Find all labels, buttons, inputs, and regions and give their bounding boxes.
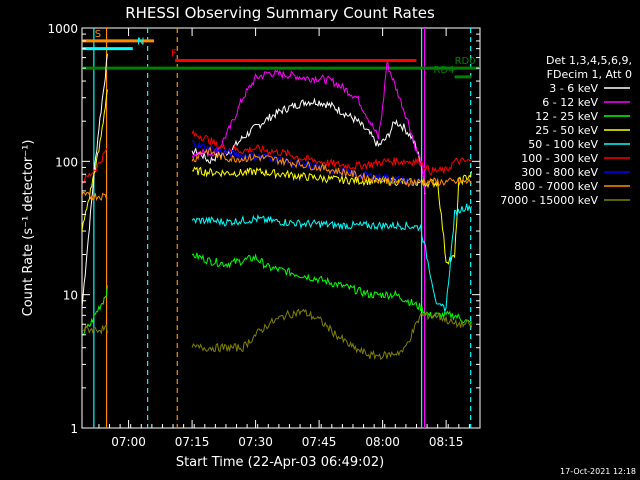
legend-label-0: 3 - 6 keV [549,82,598,95]
legend-label-4: 50 - 100 keV [528,138,598,151]
legend: Det 1,3,4,5,6,9,FDecim 1, Att 03 - 6 keV… [500,54,632,207]
series-line-4 [191,203,472,314]
annotation-label-rd4: RD4 [433,65,454,76]
y-tick-label-0: 1 [70,422,78,436]
x-axis-label: Start Time (22-Apr-03 06:49:02) [176,455,384,470]
x-tick-label-1: 07:15 [175,435,210,449]
series-line-7 [82,146,472,202]
legend-header-0: Det 1,3,4,5,6,9, [546,54,632,67]
annotation-label-s: S [95,29,101,40]
y-tick-label-1: 10 [63,289,78,303]
x-tick-label-3: 07:45 [302,435,337,449]
series-line-6 [191,139,422,186]
x-tick-label-5: 08:15 [429,435,464,449]
series-line-3 [82,89,472,265]
y-tick-label-2: 100 [55,155,78,169]
axes: 07:00 07:15 07:30 07:45 08:00 08:15 1 10 100 1000 [47,22,481,449]
legend-label-5: 100 - 300 keV [521,152,598,165]
y-axis-label: Count Rate (s⁻¹ detector⁻¹) [21,140,36,317]
legend-header-1: FDecim 1, Att 0 [547,68,632,81]
series-line-1 [191,61,426,194]
series-line-2 [82,252,472,336]
legend-label-3: 25 - 50 keV [535,124,598,137]
plot-frame [81,27,481,429]
series-line-5 [82,128,472,184]
x-tick-label-2: 07:30 [238,435,273,449]
series-line-8 [82,308,472,361]
annotation-label-f: F [171,49,177,60]
chart-title: RHESSI Observing Summary Count Rates [125,4,435,22]
legend-label-8: 7000 - 15000 keV [500,194,598,207]
legend-label-7: 800 - 7000 keV [514,180,598,193]
annotation-label-n: N [137,37,144,48]
annotation-label-rd0: RD0 [455,56,476,67]
legend-label-2: 12 - 25 keV [535,110,598,123]
timestamp: 17-Oct-2021 12:18 [560,467,636,476]
legend-label-6: 300 - 800 keV [521,166,598,179]
series-line-0 [82,53,426,308]
x-tick-label-4: 08:00 [365,435,400,449]
x-tick-label-0: 07:00 [111,435,146,449]
legend-label-1: 6 - 12 keV [542,96,598,109]
y-tick-label-3: 1000 [47,22,78,36]
